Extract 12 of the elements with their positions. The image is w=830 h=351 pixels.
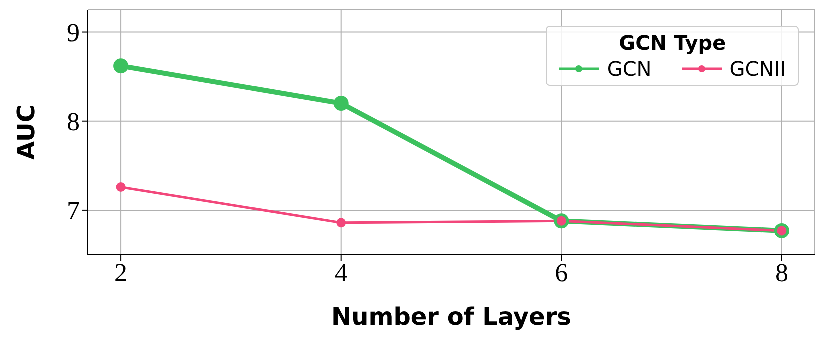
x-tick-label: 2 xyxy=(114,258,128,288)
x-tick-label: 8 xyxy=(775,258,788,288)
x-tick-label: 4 xyxy=(334,258,348,288)
y-tick-label: 8 xyxy=(67,108,80,137)
y-tick-label: 9 xyxy=(67,18,80,48)
legend-label: GCN xyxy=(607,57,652,81)
y-axis-title: AUC xyxy=(12,105,41,160)
legend-label: GCNII xyxy=(730,57,786,81)
x-axis-title: Number of Layers xyxy=(332,303,572,331)
y-tick-label: 7 xyxy=(67,196,80,226)
x-tick-label: 6 xyxy=(555,258,568,288)
legend-title: GCN Type xyxy=(618,31,728,55)
